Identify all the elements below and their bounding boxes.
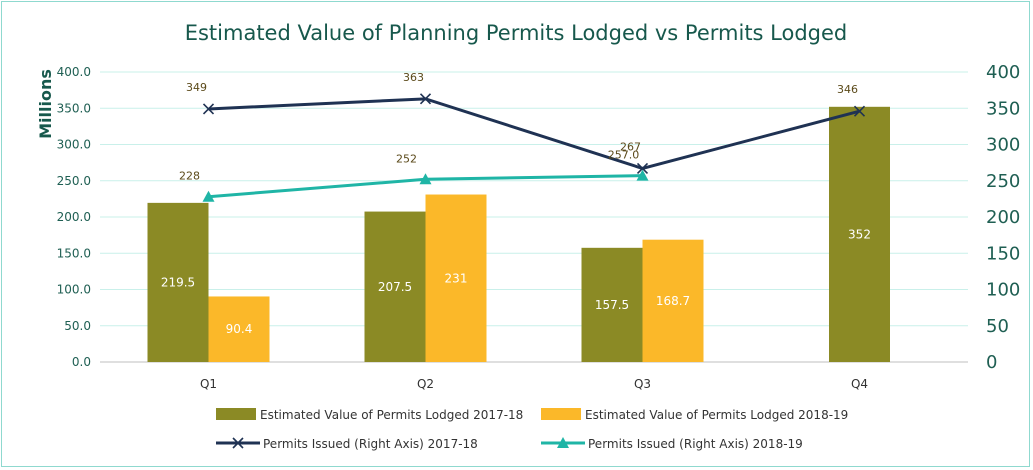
line-data-label: 257.0 — [608, 149, 640, 162]
x-marker — [853, 105, 866, 117]
right-tick-label: 250 — [986, 171, 1020, 192]
legend-triangle-marker — [557, 437, 569, 448]
left-tick-label: 300.0 — [57, 138, 91, 152]
x-tick-label: Q4 — [851, 377, 868, 391]
x-marker — [202, 103, 215, 115]
bar — [364, 211, 426, 362]
triangle-marker — [636, 169, 649, 181]
x-marker — [419, 93, 432, 105]
left-tick-label: 350.0 — [57, 101, 91, 115]
left-tick-label: 150.0 — [57, 246, 91, 260]
bar — [208, 296, 270, 362]
line-data-label: 252 — [396, 152, 417, 165]
left-tick-label: 0.0 — [72, 355, 91, 369]
bar-data-label: 352 — [848, 227, 871, 241]
legend-x-marker — [232, 437, 244, 449]
line-data-label: 349 — [186, 81, 207, 94]
bar — [425, 194, 487, 362]
bar-data-label: 231 — [445, 271, 468, 285]
x-tick-label: Q1 — [200, 377, 217, 391]
chart-title: Estimated Value of Planning Permits Lodg… — [185, 21, 848, 45]
bar-data-label: 207.5 — [378, 280, 412, 294]
legend-label: Permits Issued (Right Axis) 2017-18 — [263, 437, 478, 451]
legend-swatch — [216, 408, 256, 420]
bar — [829, 106, 890, 362]
right-tick-label: 400 — [986, 62, 1020, 83]
legend-label: Estimated Value of Permits Lodged 2017-1… — [260, 408, 523, 422]
bar — [642, 239, 704, 362]
left-tick-label: 250.0 — [57, 174, 91, 188]
right-tick-label: 100 — [986, 280, 1020, 301]
line-data-label: 346 — [837, 83, 858, 96]
line-data-label: 363 — [403, 71, 424, 84]
right-tick-label: 200 — [986, 207, 1020, 228]
right-tick-label: 150 — [986, 243, 1020, 264]
series-line — [208, 97, 860, 170]
bar — [581, 247, 643, 362]
bar-data-label: 157.5 — [595, 298, 629, 312]
bar-data-label: 219.5 — [161, 275, 195, 289]
x-tick-label: Q3 — [634, 377, 651, 391]
right-tick-label: 0 — [986, 352, 997, 373]
triangle-marker — [419, 173, 432, 185]
bar-data-label: 168.7 — [656, 294, 690, 308]
y-axis-title: Millions — [36, 69, 55, 139]
line-data-label: 267 — [620, 140, 641, 153]
bar-data-label: 90.4 — [226, 322, 253, 336]
left-tick-label: 50.0 — [64, 319, 91, 333]
x-tick-label: Q2 — [417, 377, 434, 391]
left-tick-label: 400.0 — [57, 65, 91, 79]
right-tick-label: 300 — [986, 135, 1020, 156]
left-tick-label: 100.0 — [57, 283, 91, 297]
left-tick-label: 200.0 — [57, 210, 91, 224]
triangle-marker — [202, 190, 215, 202]
legend-label: Permits Issued (Right Axis) 2018-19 — [588, 437, 803, 451]
line-data-label: 228 — [179, 170, 200, 183]
legend-label: Estimated Value of Permits Lodged 2018-1… — [585, 408, 848, 422]
right-tick-label: 350 — [986, 98, 1020, 119]
right-tick-label: 50 — [986, 316, 1009, 337]
legend-swatch — [541, 408, 581, 420]
bar — [147, 202, 209, 362]
x-marker — [636, 162, 649, 174]
